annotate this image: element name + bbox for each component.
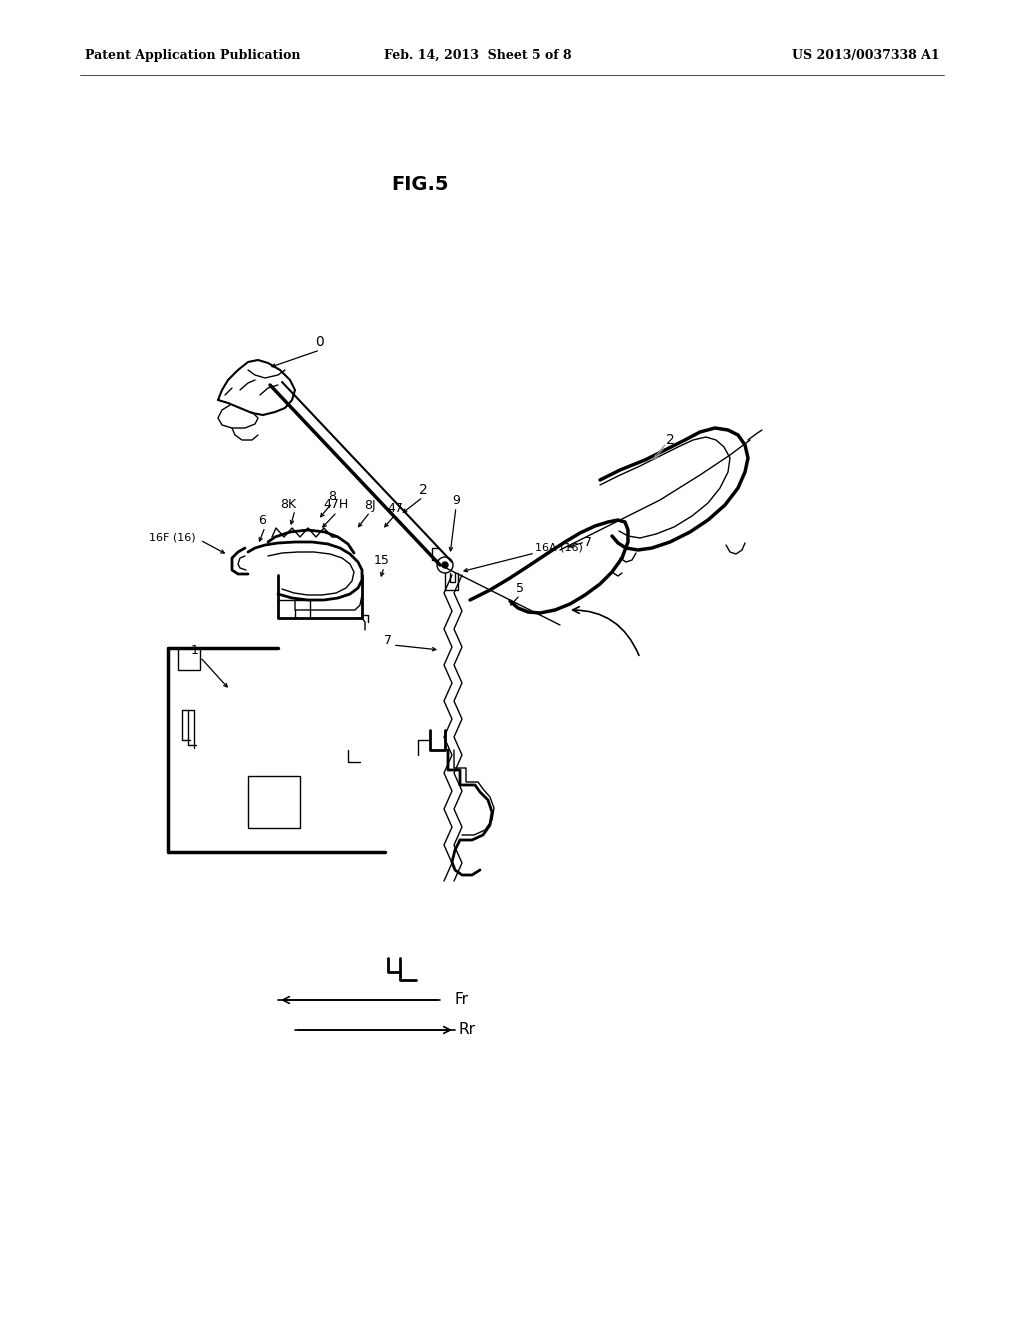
Text: Feb. 14, 2013  Sheet 5 of 8: Feb. 14, 2013 Sheet 5 of 8 [384,49,571,62]
Text: US 2013/0037338 A1: US 2013/0037338 A1 [793,49,940,62]
Text: 16A (16): 16A (16) [535,543,583,553]
Text: 0: 0 [315,335,325,348]
Text: 1: 1 [191,644,199,656]
Text: 5: 5 [516,582,524,594]
Text: 6: 6 [258,513,266,527]
Circle shape [442,562,449,568]
Text: 8K: 8K [280,498,296,511]
Text: 8: 8 [328,490,336,503]
Text: 7: 7 [584,536,592,549]
Text: 2: 2 [419,483,427,498]
Text: 8J: 8J [365,499,376,511]
Text: 15: 15 [374,553,390,566]
Text: 2: 2 [666,433,675,447]
FancyArrowPatch shape [572,607,639,656]
Text: Rr: Rr [458,1023,475,1038]
Text: 47H: 47H [324,499,348,511]
Text: 47: 47 [387,502,402,515]
Bar [248,776,300,828]
Text: 9: 9 [452,494,460,507]
Text: Patent Application Publication: Patent Application Publication [85,49,300,62]
Text: FIG.5: FIG.5 [391,176,449,194]
Bar [178,648,200,671]
Text: 7: 7 [384,634,392,647]
Text: 16F (16): 16F (16) [150,533,196,543]
Text: Fr: Fr [455,993,469,1007]
